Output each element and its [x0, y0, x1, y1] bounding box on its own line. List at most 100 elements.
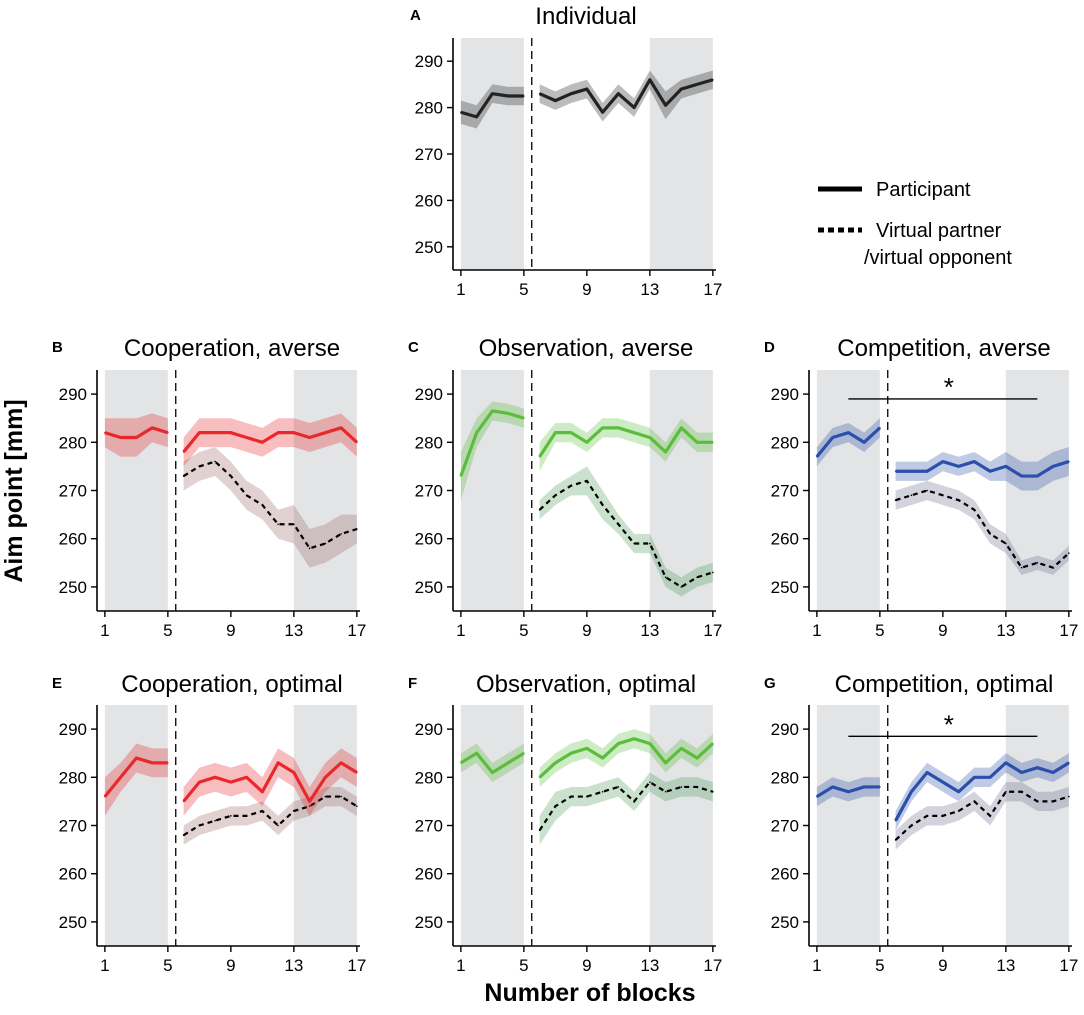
partner-point — [1068, 795, 1070, 798]
participant-point — [523, 95, 525, 97]
y-tick-label: 290 — [771, 385, 799, 404]
partner-line — [183, 795, 358, 837]
y-tick-label: 270 — [59, 817, 87, 836]
participant-point — [356, 771, 358, 774]
x-tick-label: 13 — [640, 621, 659, 640]
partner-point — [340, 533, 342, 535]
partner-point — [910, 494, 913, 497]
x-tick-label: 17 — [703, 621, 722, 640]
participant-point — [649, 78, 651, 81]
y-tick-label: 280 — [59, 768, 87, 787]
participant-point — [1036, 766, 1039, 769]
participant-point — [135, 757, 138, 759]
x-tick-label: 5 — [519, 956, 528, 975]
x-tick-label: 13 — [284, 621, 303, 640]
shaded-region — [293, 705, 357, 946]
x-tick-label: 1 — [456, 956, 465, 975]
participant-point — [649, 436, 651, 439]
participant-point — [167, 762, 169, 764]
panel-c: 250 260 270 280 290 1 5 9 13 17 Observation, avers… — [408, 335, 722, 640]
partner-point — [926, 815, 928, 817]
y-tick-label: 250 — [59, 578, 87, 597]
partner-line — [538, 479, 714, 589]
participant-point — [601, 427, 604, 429]
x-tick-label: 13 — [284, 956, 303, 975]
participant-line — [182, 426, 358, 453]
x-tick-label: 17 — [347, 621, 366, 640]
partner-point — [926, 489, 928, 492]
partner-point — [633, 800, 635, 803]
partner-point — [554, 805, 557, 808]
partner-point — [649, 781, 651, 783]
participant-point — [554, 99, 557, 102]
shaded-region — [293, 370, 357, 611]
partner-point — [1005, 542, 1007, 545]
participant-line — [538, 78, 714, 114]
participant-point — [910, 790, 913, 793]
participant-point — [475, 752, 478, 754]
y-tick-label: 260 — [771, 865, 799, 884]
participant-error-band — [539, 70, 713, 122]
panel-e: 250 260 270 280 290 1 5 9 13 17 Cooperation, optim… — [52, 671, 366, 975]
x-tick-label: 9 — [582, 280, 591, 299]
x-tick-label: 17 — [1059, 621, 1078, 640]
participant-point — [554, 762, 557, 764]
panel-b: 250 260 270 280 290 1 5 9 13 17 Cooperation, avers… — [52, 335, 366, 640]
partner-point — [1052, 800, 1054, 803]
panel-letter: G — [764, 675, 776, 692]
partner-point — [293, 523, 295, 526]
participant-error-band — [816, 418, 880, 467]
participant-point — [507, 95, 509, 97]
participant-point — [926, 470, 928, 473]
partner-point — [198, 824, 201, 827]
panel-a: 250 260 270 280 290 1 5 9 13 17 Individual A — [410, 3, 722, 299]
partner-point — [894, 839, 897, 841]
partner-point — [680, 586, 683, 588]
partner-point — [277, 523, 279, 526]
partner-error-band — [895, 782, 1069, 850]
participant-point — [491, 92, 494, 95]
participant-point — [523, 417, 525, 420]
panel-title: Cooperation, optimal — [121, 671, 342, 698]
participant-point — [1005, 762, 1007, 764]
participant-point — [182, 451, 185, 453]
y-tick-label: 290 — [59, 385, 87, 404]
participant-point — [680, 747, 683, 750]
y-tick-label: 270 — [415, 145, 443, 164]
participant-point — [1052, 465, 1054, 468]
participant-point — [816, 795, 818, 798]
participant-point — [324, 776, 327, 779]
partner-point — [198, 465, 201, 468]
partner-point — [1052, 566, 1054, 569]
partner-point — [245, 494, 248, 497]
participant-point — [151, 427, 153, 429]
participant-point — [973, 460, 976, 463]
partner-point — [989, 533, 991, 535]
participant-point — [460, 762, 462, 764]
participant-point — [973, 776, 976, 779]
partner-line — [895, 489, 1070, 569]
participant-point — [696, 83, 698, 86]
partner-point — [261, 504, 264, 506]
participant-point — [167, 431, 169, 434]
participant-point — [460, 111, 462, 114]
x-tick-label: 5 — [163, 956, 172, 975]
partner-point — [910, 824, 913, 827]
shaded-region — [649, 370, 713, 611]
participant-point — [570, 431, 572, 434]
y-tick-label: 290 — [59, 720, 87, 739]
panel-f: 250 260 270 280 290 1 5 9 13 17 Observation, optim… — [408, 671, 722, 975]
partner-line — [894, 790, 1070, 841]
y-tick-label: 280 — [771, 768, 799, 787]
legend-partner-label-line1: Virtual partner — [876, 220, 1002, 242]
participant-point — [1020, 771, 1023, 774]
participant-line — [894, 761, 1070, 822]
participant-point — [942, 460, 944, 463]
partner-point — [617, 523, 620, 526]
x-tick-label: 5 — [519, 280, 528, 299]
participant-point — [538, 776, 541, 779]
partner-point — [538, 508, 541, 511]
participant-line — [538, 737, 714, 779]
x-tick-label: 5 — [519, 621, 528, 640]
partner-point — [214, 819, 216, 822]
